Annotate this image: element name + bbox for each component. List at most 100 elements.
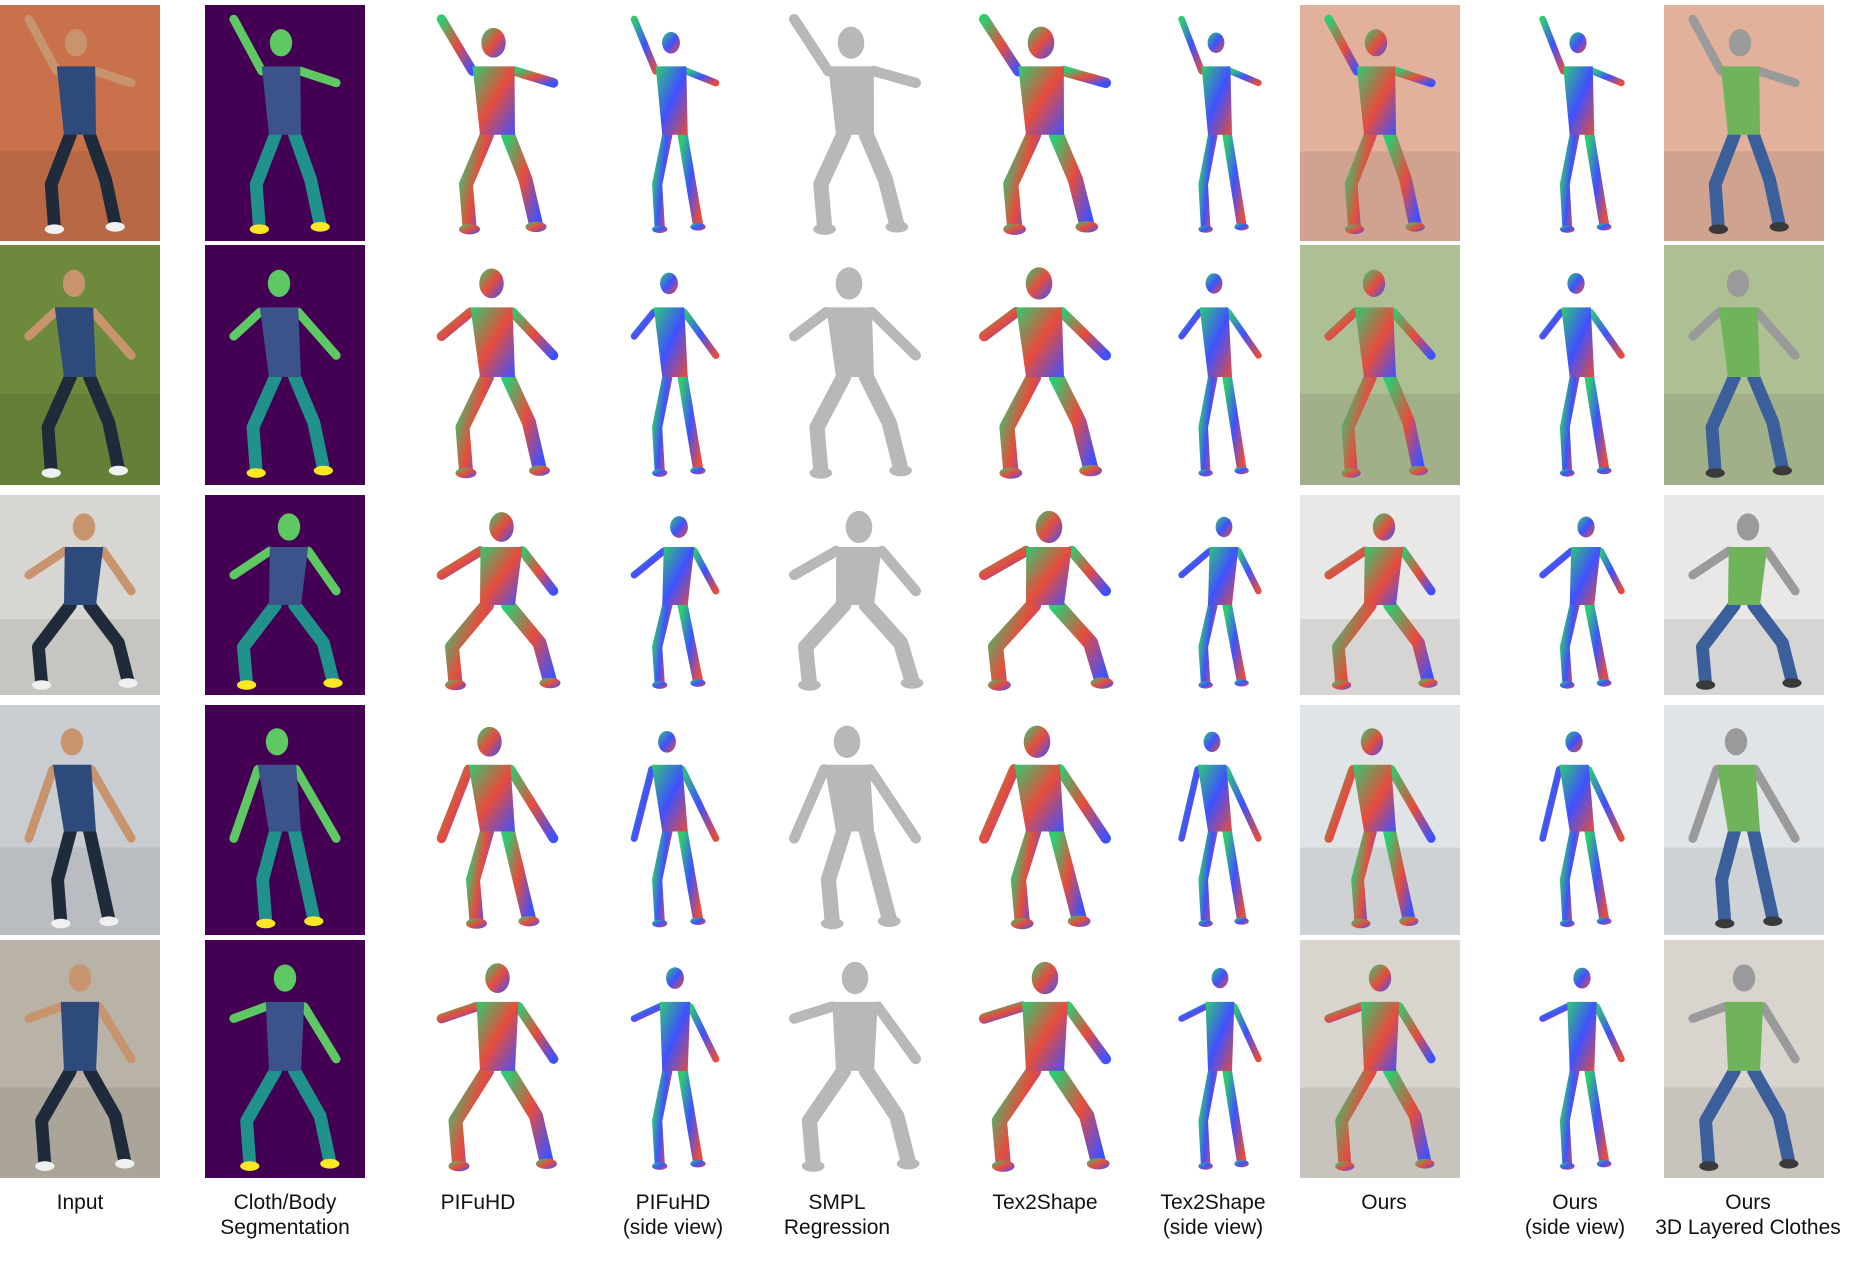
result-image xyxy=(590,245,760,485)
figure-render xyxy=(1539,272,1625,477)
column-3 xyxy=(410,0,585,1180)
figure-render xyxy=(205,705,365,935)
result-image xyxy=(760,245,950,485)
result-image xyxy=(590,940,760,1178)
figure-render xyxy=(1539,967,1625,1170)
figure-render xyxy=(0,245,160,485)
figure-render xyxy=(1300,5,1460,241)
column-6 xyxy=(950,0,1140,1180)
result-image xyxy=(1300,495,1460,695)
column-label: PIFuHD (side view) xyxy=(573,1190,773,1240)
figure-render xyxy=(0,495,160,695)
result-image xyxy=(1664,940,1824,1178)
result-image xyxy=(760,495,950,695)
result-image xyxy=(410,5,585,241)
figure-render xyxy=(978,725,1112,930)
result-image xyxy=(950,5,1140,241)
figure-render xyxy=(1664,705,1824,935)
column-label: PIFuHD xyxy=(378,1190,578,1240)
figure-render xyxy=(1178,516,1262,689)
figure-render xyxy=(978,510,1114,691)
column-label-line: (side view) xyxy=(1524,1216,1626,1239)
figure-render xyxy=(436,512,561,691)
result-image xyxy=(1664,495,1824,695)
result-image xyxy=(0,495,160,695)
result-image xyxy=(1140,705,1300,935)
result-image xyxy=(760,940,950,1178)
column-label-line: Input xyxy=(56,1191,104,1214)
column-label-line: (side view) xyxy=(1162,1216,1264,1239)
figure-render xyxy=(1664,495,1824,695)
column-label-line: Segmentation xyxy=(220,1216,350,1239)
result-image xyxy=(590,705,760,935)
result-image xyxy=(1140,495,1300,695)
figure-render xyxy=(1300,495,1460,695)
result-image xyxy=(950,245,1140,485)
result-image xyxy=(760,705,950,935)
result-image xyxy=(205,495,365,695)
result-image xyxy=(410,940,585,1178)
figure-render xyxy=(1664,5,1824,241)
result-image xyxy=(205,245,365,485)
figure-render xyxy=(436,963,559,1172)
result-image xyxy=(1300,705,1460,935)
result-image xyxy=(1664,705,1824,935)
result-image xyxy=(760,5,950,241)
result-image xyxy=(205,705,365,935)
result-image xyxy=(0,245,160,485)
figure-grid xyxy=(0,0,1824,1180)
column-label: Input xyxy=(0,1190,180,1240)
column-5 xyxy=(760,0,950,1180)
column-label: Tex2Shape xyxy=(945,1190,1145,1240)
figure-render xyxy=(1664,245,1824,485)
figure-render xyxy=(788,267,922,479)
figure-render xyxy=(436,726,559,929)
column-labels: Input Cloth/Body Segmentation PIFuHD PIFuH… xyxy=(0,1182,1854,1262)
figure-render xyxy=(978,267,1112,479)
column-label-line: Ours xyxy=(1552,1191,1598,1214)
figure-render xyxy=(1539,731,1625,928)
result-image xyxy=(0,705,160,935)
figure-render xyxy=(436,14,559,235)
column-label: Tex2Shape (side view) xyxy=(1113,1190,1313,1240)
figure-render xyxy=(1300,940,1460,1178)
result-image xyxy=(1140,940,1300,1178)
figure-render xyxy=(788,13,922,235)
column-label-line: Cloth/Body xyxy=(233,1191,337,1214)
result-image xyxy=(1300,940,1460,1178)
column-label-line: Regression xyxy=(783,1216,891,1239)
figure-render xyxy=(205,940,365,1178)
result-image xyxy=(410,245,585,485)
figure-render xyxy=(630,967,720,1170)
figure-render xyxy=(0,5,160,241)
result-image xyxy=(1140,245,1300,485)
result-image xyxy=(950,705,1140,935)
figure-render xyxy=(788,961,922,1172)
result-image xyxy=(1300,5,1460,241)
figure-render xyxy=(1300,245,1460,485)
result-image xyxy=(1500,5,1664,241)
column-label-line: 3D Layered Clothes xyxy=(1655,1216,1841,1239)
figure-render xyxy=(1178,967,1262,1170)
result-image xyxy=(1500,245,1664,485)
column-label-line: SMPL xyxy=(808,1191,866,1214)
result-image xyxy=(410,495,585,695)
result-image xyxy=(590,495,760,695)
column-label-line: Tex2Shape xyxy=(1160,1191,1266,1214)
figure-render xyxy=(630,15,720,234)
column-label-line: PIFuHD xyxy=(440,1191,516,1214)
column-10 xyxy=(1664,0,1824,1180)
result-image xyxy=(950,495,1140,695)
figure-render xyxy=(1178,15,1262,233)
result-image xyxy=(1664,5,1824,241)
column-label-line xyxy=(378,1215,578,1240)
figure-render xyxy=(0,940,160,1178)
result-image xyxy=(1300,245,1460,485)
result-image xyxy=(410,705,585,935)
column-label-line: PIFuHD xyxy=(635,1191,711,1214)
result-image xyxy=(950,940,1140,1178)
column-8 xyxy=(1300,0,1460,1180)
figure-render xyxy=(978,961,1112,1172)
figure-render xyxy=(436,268,559,479)
figure-render xyxy=(205,5,365,241)
